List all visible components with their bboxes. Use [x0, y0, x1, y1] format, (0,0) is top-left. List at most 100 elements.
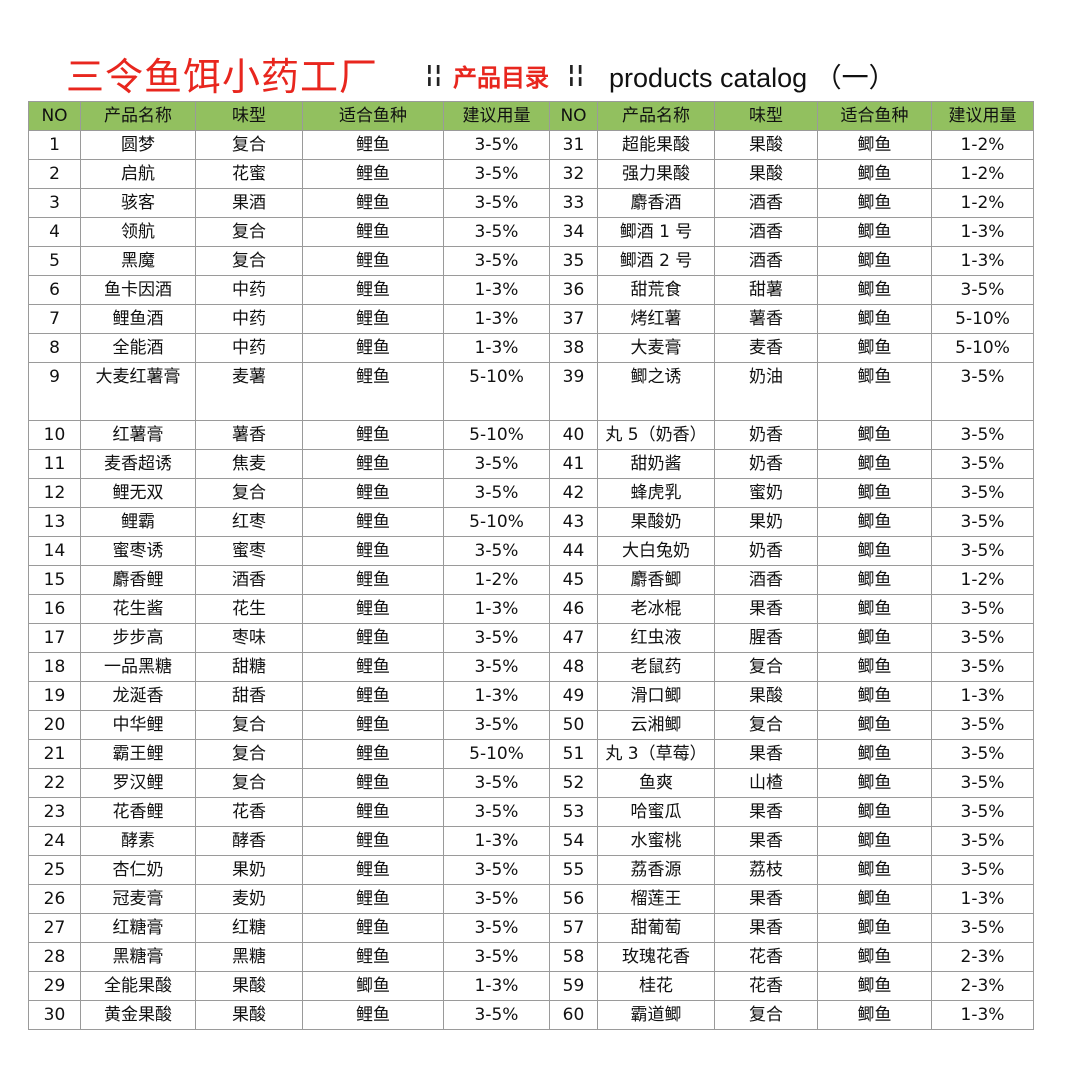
- table-row: 18 一品黑糖 甜糖 鲤鱼 3-5% 48 老鼠药 复合 鲫鱼 3-5%: [28, 652, 1034, 682]
- cell-product-name: 蜂虎乳: [597, 478, 715, 508]
- cell-product-name: 一品黑糖: [80, 652, 196, 682]
- cell-product-name: 大麦红薯膏: [80, 362, 196, 421]
- cell-product-name: 果酸奶: [597, 507, 715, 537]
- cell-no: 18: [28, 652, 81, 682]
- cell-no: 10: [28, 420, 81, 450]
- cell-fish-species: 鲫鱼: [817, 652, 932, 682]
- cell-product-name: 哈蜜瓜: [597, 797, 715, 827]
- table-row: 16 花生酱 花生 鲤鱼 1-3% 46 老冰棍 果香 鲫鱼 3-5%: [28, 594, 1034, 624]
- cell-flavor: 果香: [714, 884, 818, 914]
- cell-dosage: 5-10%: [931, 304, 1034, 334]
- cell-no: 12: [28, 478, 81, 508]
- cell-fish-species: 鲫鱼: [817, 362, 932, 421]
- cell-product-name: 霸王鲤: [80, 739, 196, 769]
- cell-product-name: 鲤霸: [80, 507, 196, 537]
- column-header-flavor: 味型: [195, 101, 303, 131]
- cell-fish-species: 鲤鱼: [302, 1000, 444, 1030]
- cell-flavor: 蜜枣: [195, 536, 303, 566]
- cell-fish-species: 鲤鱼: [302, 420, 444, 450]
- cell-fish-species: 鲤鱼: [302, 884, 444, 914]
- cell-no: 16: [28, 594, 81, 624]
- cell-dosage: 3-5%: [443, 449, 550, 479]
- cell-fish-species: 鲫鱼: [817, 884, 932, 914]
- table-row: 20 中华鲤 复合 鲤鱼 3-5% 50 云湘鲫 复合 鲫鱼 3-5%: [28, 710, 1034, 740]
- cell-no: 5: [28, 246, 81, 276]
- table-row: 7 鲤鱼酒 中药 鲤鱼 1-3% 37 烤红薯 薯香 鲫鱼 5-10%: [28, 304, 1034, 334]
- cell-fish-species: 鲫鱼: [817, 681, 932, 711]
- cell-no: 32: [549, 159, 598, 189]
- cell-flavor: 果酸: [714, 130, 818, 160]
- table-row: 25 杏仁奶 果奶 鲤鱼 3-5% 55 荔香源 荔枝 鲫鱼 3-5%: [28, 855, 1034, 885]
- cell-dosage: 1-3%: [443, 594, 550, 624]
- table-row: 14 蜜枣诱 蜜枣 鲤鱼 3-5% 44 大白兔奶 奶香 鲫鱼 3-5%: [28, 536, 1034, 566]
- catalog-english-title: products catalog （一）: [609, 63, 896, 93]
- column-header-product-name: 产品名称: [597, 101, 715, 131]
- cell-flavor: 酒香: [714, 188, 818, 218]
- cell-flavor: 甜糖: [195, 652, 303, 682]
- cell-product-name: 鲫之诱: [597, 362, 715, 421]
- cell-fish-species: 鲤鱼: [302, 739, 444, 769]
- cell-no: 52: [549, 768, 598, 798]
- cell-no: 41: [549, 449, 598, 479]
- cell-product-name: 甜葡萄: [597, 913, 715, 943]
- table-row: 2 启航 花蜜 鲤鱼 3-5% 32 强力果酸 果酸 鲫鱼 1-2%: [28, 159, 1034, 189]
- cell-dosage: 3-5%: [443, 797, 550, 827]
- cell-dosage: 5-10%: [443, 362, 550, 421]
- cell-dosage: 1-3%: [931, 884, 1034, 914]
- cell-product-name: 龙涎香: [80, 681, 196, 711]
- cell-dosage: 3-5%: [443, 188, 550, 218]
- cell-no: 58: [549, 942, 598, 972]
- cell-fish-species: 鲫鱼: [817, 855, 932, 885]
- table-row: 9 大麦红薯膏 麦薯 鲤鱼 5-10% 39 鲫之诱 奶油 鲫鱼 3-5%: [28, 362, 1034, 421]
- cell-product-name: 鱼卡因酒: [80, 275, 196, 305]
- cell-product-name: 杏仁奶: [80, 855, 196, 885]
- cell-product-name: 领航: [80, 217, 196, 247]
- cell-fish-species: 鲫鱼: [302, 971, 444, 1001]
- cell-flavor: 酵香: [195, 826, 303, 856]
- cell-fish-species: 鲤鱼: [302, 797, 444, 827]
- cell-product-name: 甜荒食: [597, 275, 715, 305]
- cell-dosage: 3-5%: [931, 739, 1034, 769]
- cell-no: 14: [28, 536, 81, 566]
- cell-dosage: 1-3%: [931, 1000, 1034, 1030]
- cell-no: 30: [28, 1000, 81, 1030]
- cell-product-name: 大麦膏: [597, 333, 715, 363]
- table-row: 29 全能果酸 果酸 鲫鱼 1-3% 59 桂花 花香 鲫鱼 2-3%: [28, 971, 1034, 1001]
- column-header-no: NO: [549, 101, 598, 131]
- cell-flavor: 红枣: [195, 507, 303, 537]
- cell-no: 20: [28, 710, 81, 740]
- cell-product-name: 圆梦: [80, 130, 196, 160]
- cell-product-name: 玫瑰花香: [597, 942, 715, 972]
- cell-product-name: 全能果酸: [80, 971, 196, 1001]
- cell-no: 45: [549, 565, 598, 595]
- column-header-product-name: 产品名称: [80, 101, 196, 131]
- cell-flavor: 荔枝: [714, 855, 818, 885]
- cell-flavor: 腥香: [714, 623, 818, 653]
- catalog-label: 产品目录: [453, 64, 549, 92]
- cell-product-name: 黑魔: [80, 246, 196, 276]
- cell-dosage: 1-3%: [931, 246, 1034, 276]
- cell-dosage: 3-5%: [443, 1000, 550, 1030]
- cell-fish-species: 鲫鱼: [817, 710, 932, 740]
- cell-product-name: 老冰棍: [597, 594, 715, 624]
- cell-fish-species: 鲫鱼: [817, 159, 932, 189]
- cell-dosage: 1-2%: [931, 188, 1034, 218]
- cell-dosage: 2-3%: [931, 971, 1034, 1001]
- cell-product-name: 酵素: [80, 826, 196, 856]
- cell-dosage: 3-5%: [931, 275, 1034, 305]
- cell-fish-species: 鲫鱼: [817, 1000, 932, 1030]
- cell-flavor: 酒香: [714, 246, 818, 276]
- cell-no: 47: [549, 623, 598, 653]
- cell-flavor: 甜香: [195, 681, 303, 711]
- table-header-row: NO 产品名称 味型 适合鱼种 建议用量 NO 产品名称 味型 适合鱼种 建议用…: [28, 101, 1034, 131]
- cell-dosage: 5-10%: [931, 333, 1034, 363]
- cell-dosage: 3-5%: [443, 884, 550, 914]
- cell-fish-species: 鲤鱼: [302, 913, 444, 943]
- cell-flavor: 果香: [714, 826, 818, 856]
- cell-no: 49: [549, 681, 598, 711]
- table-row: 10 红薯膏 薯香 鲤鱼 5-10% 40 丸 5（奶香） 奶香 鲫鱼 3-5%: [28, 420, 1034, 450]
- table-row: 12 鲤无双 复合 鲤鱼 3-5% 42 蜂虎乳 蜜奶 鲫鱼 3-5%: [28, 478, 1034, 508]
- cell-product-name: 启航: [80, 159, 196, 189]
- cell-product-name: 丸 3（草莓）: [597, 739, 715, 769]
- cell-fish-species: 鲤鱼: [302, 594, 444, 624]
